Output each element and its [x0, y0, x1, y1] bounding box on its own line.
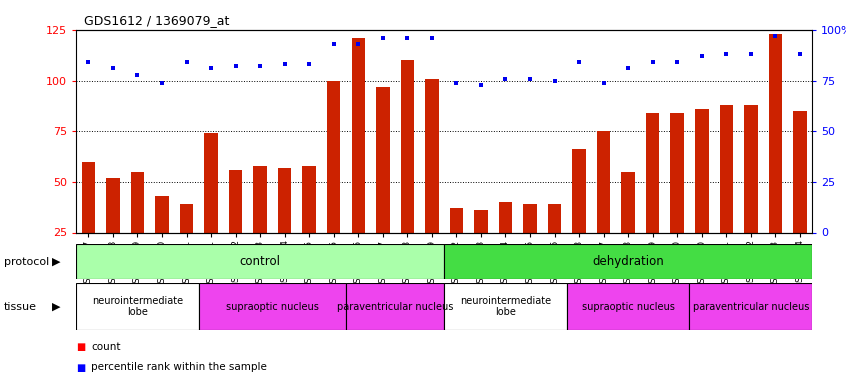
Point: [351, 41, 365, 47]
Bar: [426, 79, 438, 283]
Point: [768, 33, 782, 39]
Bar: [346, 283, 444, 330]
Bar: [278, 168, 291, 283]
Bar: [327, 81, 340, 283]
Point: [155, 80, 168, 86]
Point: [523, 76, 536, 82]
Text: paraventricular nucleus: paraventricular nucleus: [693, 302, 809, 312]
Point: [277, 62, 291, 68]
Text: ■: ■: [76, 342, 85, 352]
Text: protocol: protocol: [4, 256, 49, 267]
Bar: [475, 210, 487, 283]
Bar: [107, 178, 119, 283]
Point: [744, 51, 757, 57]
Text: GDS1612 / 1369079_at: GDS1612 / 1369079_at: [84, 15, 229, 27]
Point: [695, 53, 708, 59]
Text: supraoptic nucleus: supraoptic nucleus: [582, 302, 674, 312]
Text: dehydration: dehydration: [592, 255, 664, 268]
Point: [327, 41, 340, 47]
Point: [793, 51, 806, 57]
Point: [253, 63, 266, 69]
Point: [376, 35, 389, 41]
Bar: [622, 172, 634, 283]
Bar: [695, 109, 708, 283]
Point: [204, 66, 217, 72]
Bar: [450, 208, 463, 283]
Bar: [352, 38, 365, 283]
Bar: [76, 244, 444, 279]
Point: [621, 66, 634, 72]
Point: [449, 80, 463, 86]
Bar: [180, 204, 193, 283]
Text: tissue: tissue: [4, 302, 37, 312]
Bar: [303, 166, 316, 283]
Bar: [646, 113, 659, 283]
Point: [179, 59, 193, 65]
Bar: [254, 166, 266, 283]
Point: [474, 82, 487, 88]
Point: [498, 76, 512, 82]
Point: [400, 35, 414, 41]
Text: ■: ■: [76, 363, 85, 372]
Bar: [499, 202, 512, 283]
Bar: [794, 111, 806, 283]
Bar: [597, 131, 610, 283]
Bar: [769, 34, 782, 283]
Bar: [524, 204, 536, 283]
Text: control: control: [239, 255, 281, 268]
Bar: [720, 105, 733, 283]
Point: [106, 66, 119, 72]
Bar: [376, 87, 389, 283]
Text: ▶: ▶: [52, 256, 61, 267]
Bar: [671, 113, 684, 283]
Bar: [156, 196, 168, 283]
Point: [130, 72, 144, 78]
Bar: [573, 150, 585, 283]
Bar: [229, 170, 242, 283]
Bar: [689, 283, 812, 330]
Point: [645, 59, 659, 65]
Bar: [444, 244, 812, 279]
Point: [547, 78, 561, 84]
Bar: [444, 283, 567, 330]
Text: ▶: ▶: [52, 302, 61, 312]
Bar: [744, 105, 757, 283]
Point: [670, 59, 684, 65]
Text: supraoptic nucleus: supraoptic nucleus: [226, 302, 319, 312]
Point: [425, 35, 438, 41]
Text: count: count: [91, 342, 121, 352]
Point: [719, 51, 733, 57]
Bar: [131, 172, 144, 283]
Point: [596, 80, 610, 86]
Text: paraventricular nucleus: paraventricular nucleus: [337, 302, 453, 312]
Point: [228, 63, 242, 69]
Bar: [401, 60, 414, 283]
Bar: [76, 283, 199, 330]
Bar: [567, 283, 689, 330]
Text: percentile rank within the sample: percentile rank within the sample: [91, 363, 267, 372]
Point: [572, 59, 585, 65]
Point: [302, 62, 316, 68]
Bar: [199, 283, 346, 330]
Bar: [548, 204, 561, 283]
Bar: [82, 162, 95, 283]
Text: neurointermediate
lobe: neurointermediate lobe: [460, 296, 551, 317]
Text: neurointermediate
lobe: neurointermediate lobe: [92, 296, 183, 317]
Bar: [205, 133, 217, 283]
Point: [81, 59, 95, 65]
